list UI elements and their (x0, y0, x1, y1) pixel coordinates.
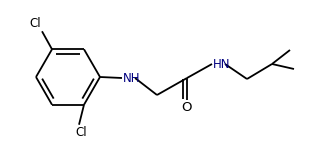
Text: O: O (182, 101, 192, 114)
Text: NH: NH (123, 71, 141, 84)
Text: Cl: Cl (29, 17, 41, 30)
Text: HN: HN (213, 58, 230, 71)
Text: Cl: Cl (75, 126, 87, 139)
